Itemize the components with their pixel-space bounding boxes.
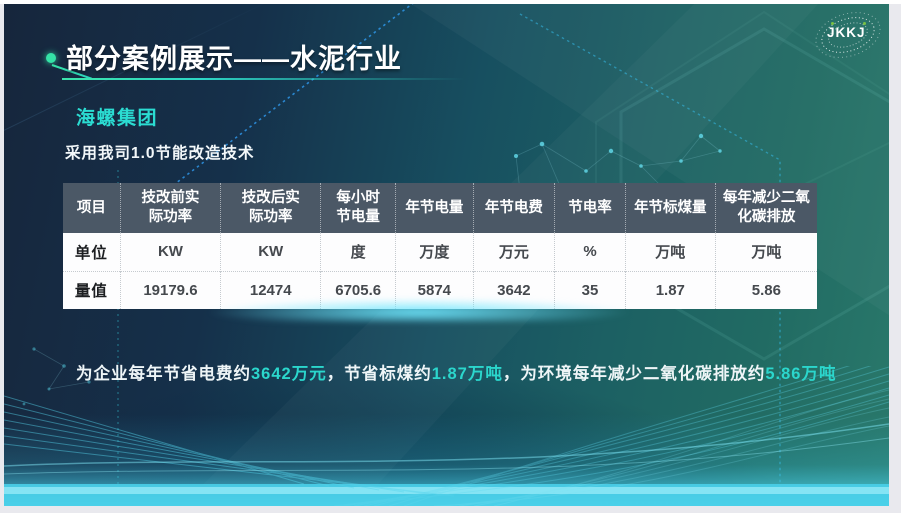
presentation-slide: 部分案例展示——水泥行业 海螺集团 采用我司1.0节能改造技术 项目 技改前实 … — [4, 4, 889, 506]
table-cell: KW — [119, 233, 221, 271]
column-header: 年节标煤量 — [624, 183, 716, 233]
table-header-row: 项目 技改前实 际功率 技改后实 际功率 每小时 节电量 年节电量 年节电费 节… — [63, 183, 817, 233]
table-cell: 5.86 — [714, 270, 817, 309]
logo-swirl-icon — [815, 12, 881, 58]
metrics-table: 项目 技改前实 际功率 技改后实 际功率 每小时 节电量 年节电量 年节电费 节… — [63, 183, 817, 309]
table-cell: 万吨 — [714, 233, 817, 271]
logo-green-dot-icon — [863, 22, 866, 25]
table-cell: 3642 — [472, 270, 555, 309]
row-label: 量值 — [63, 270, 121, 309]
column-header: 每小时 节电量 — [320, 183, 396, 233]
table-row-values: 量值 19179.6 12474 6705.6 5874 3642 35 1.8… — [63, 270, 817, 309]
table-cell: 19179.6 — [119, 270, 221, 309]
table-cell: 万元 — [472, 233, 555, 271]
column-header: 技改后实 际功率 — [220, 183, 321, 233]
table-cell: 12474 — [220, 270, 321, 309]
row-label: 单位 — [63, 233, 121, 271]
page-title: 部分案例展示——水泥行业 — [66, 44, 402, 74]
column-header: 每年减少二氧 化碳排放 — [714, 183, 817, 233]
logo-text: JKKJ — [827, 25, 866, 40]
summary-text: ，为环境每年减少二氧化碳排放约 — [502, 365, 766, 383]
table-cell: 5874 — [395, 270, 474, 309]
table-row-units: 单位 KW KW 度 万度 万元 % 万吨 万吨 — [63, 233, 817, 271]
title-bullet-dot-icon — [46, 53, 56, 63]
company-name: 海螺集团 — [76, 108, 159, 129]
table-cell: 万度 — [395, 233, 474, 271]
logo-green-dot-icon — [831, 22, 834, 25]
column-header: 技改前实 际功率 — [119, 183, 221, 233]
table-cell: % — [554, 233, 626, 271]
table-cell: 6705.6 — [320, 270, 396, 309]
summary-highlight: 1.87万吨 — [431, 365, 503, 383]
table-cell: 万吨 — [624, 233, 716, 271]
summary-highlight: 5.86万吨 — [765, 365, 837, 383]
column-header: 项目 — [63, 183, 121, 233]
summary-sentence: 为企业每年节省电费约3642万元，节省标煤约1.87万吨，为环境每年减少二氧化碳… — [76, 359, 871, 389]
table-cell: 1.87 — [624, 270, 716, 309]
column-header: 年节电费 — [472, 183, 555, 233]
table-cell: KW — [220, 233, 321, 271]
technology-subtitle: 采用我司1.0节能改造技术 — [65, 145, 255, 162]
summary-highlight: 3642万元 — [251, 365, 327, 383]
table-cell: 35 — [554, 270, 626, 309]
table-cell: 度 — [320, 233, 396, 271]
company-logo: JKKJ — [796, 4, 888, 70]
summary-text: ，节省标煤约 — [326, 365, 432, 383]
summary-text: 为企业每年节省电费约 — [76, 365, 251, 383]
column-header: 年节电量 — [395, 183, 474, 233]
canvas-top-edge — [0, 0, 901, 4]
title-underline — [62, 78, 464, 80]
column-header: 节电率 — [554, 183, 626, 233]
